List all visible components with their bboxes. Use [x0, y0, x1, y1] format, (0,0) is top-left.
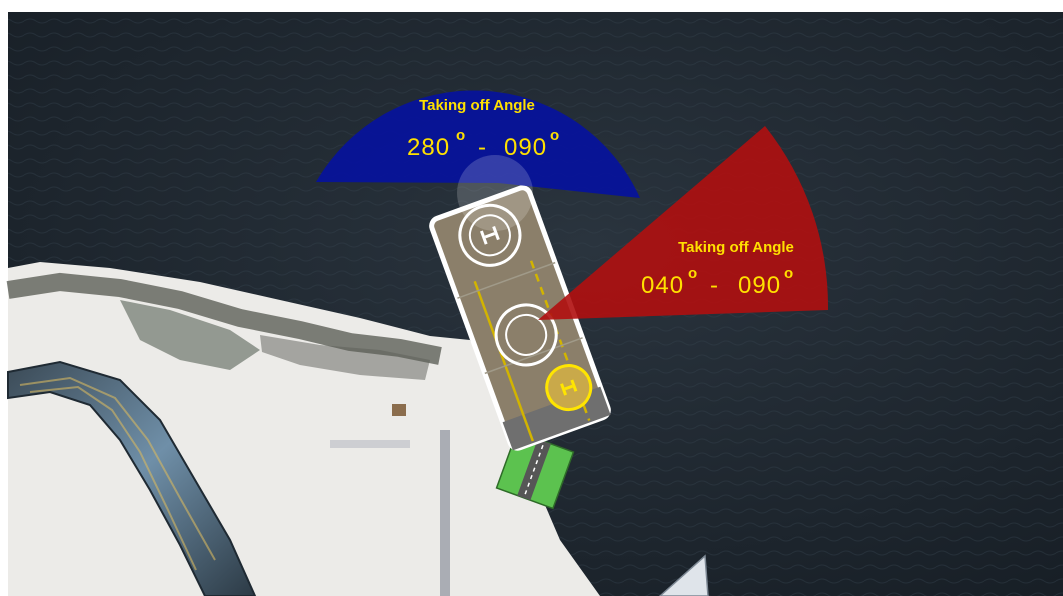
sector-north-degree-1: o — [456, 127, 465, 144]
red-sector-shape — [538, 126, 829, 320]
vegetation — [120, 300, 260, 370]
parking-strip — [330, 440, 410, 448]
sector-middle-degree-2: o — [784, 265, 793, 282]
shore-rocks — [260, 335, 430, 380]
sector-middle-range-end: 090 — [738, 272, 781, 299]
sector-north-degree-2: o — [550, 127, 559, 144]
blue-sector-center-glow — [457, 155, 533, 231]
sector-middle-separator: - — [710, 272, 719, 299]
curved-building-stripes — [19, 376, 216, 571]
helideck — [429, 185, 611, 451]
road — [440, 430, 450, 596]
takeoff-sector-middle[interactable]: Taking off Angle 040 o - 090 o — [538, 126, 829, 320]
helipad-south[interactable] — [541, 359, 597, 415]
curved-building — [7, 360, 257, 596]
green-hangar — [495, 430, 575, 510]
sector-middle-degree-1: o — [688, 265, 697, 282]
shore-edge-dark — [6, 272, 442, 365]
sector-north-range-start: 280 — [407, 134, 450, 161]
helipad-middle[interactable] — [488, 296, 565, 373]
sector-north-separator: - — [478, 134, 487, 161]
sector-middle-title: Taking off Angle — [678, 239, 794, 256]
helipad-north[interactable] — [451, 197, 528, 274]
sector-north-title: Taking off Angle — [419, 97, 535, 114]
blue-sector-shape — [316, 90, 640, 198]
boat — [658, 554, 709, 596]
sector-middle-range-start: 040 — [641, 272, 684, 299]
takeoff-sector-north[interactable]: Taking off Angle 280 o - 090 o — [316, 90, 640, 231]
small-building — [392, 404, 406, 416]
sector-north-range-end: 090 — [504, 134, 547, 161]
